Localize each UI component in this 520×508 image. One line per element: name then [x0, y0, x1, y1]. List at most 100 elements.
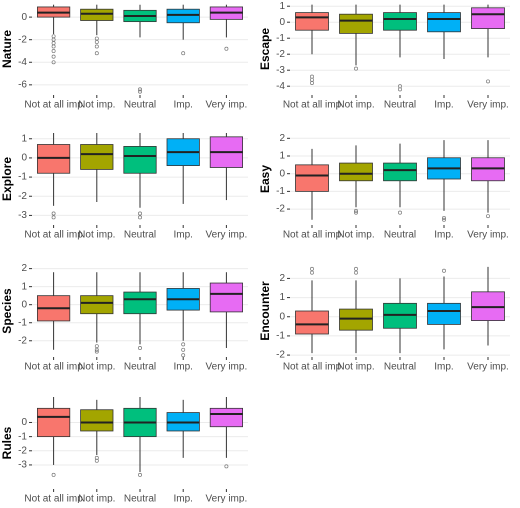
x-tick-label: Neutral — [384, 100, 416, 111]
x-tick-label: Imp. — [434, 362, 453, 373]
box — [383, 162, 417, 182]
box — [80, 295, 114, 315]
outlier — [224, 464, 229, 469]
y-tick-label: 1 — [21, 281, 27, 292]
box — [166, 8, 200, 24]
y-axis-label: Escape — [258, 28, 272, 70]
x-tick-label: Imp. — [173, 494, 192, 503]
x-tick-label: Neutral — [124, 494, 156, 503]
outlier — [51, 60, 56, 65]
outlier — [51, 211, 56, 216]
box — [295, 164, 329, 192]
x-tick-label: Very imp. — [467, 362, 509, 373]
x-tick-label: Not at all imp — [283, 362, 342, 373]
x-tick-label: Imp. — [173, 362, 192, 373]
x-tick-label: Not imp. — [78, 230, 115, 241]
y-axis-label: Nature — [0, 30, 14, 68]
outlier — [138, 346, 142, 350]
x-tick-label: Not imp. — [78, 100, 115, 111]
y-tick-label: 1 — [279, 292, 285, 303]
x-tick-label: Imp. — [173, 100, 192, 111]
y-tick-label: -2 — [18, 34, 27, 45]
box — [471, 7, 505, 29]
x-tick-label: Not at all imp — [24, 494, 83, 503]
x-tick-label: Very imp. — [206, 362, 248, 373]
x-tick-label: Not imp. — [78, 494, 115, 503]
outlier — [51, 472, 56, 477]
y-tick-label: -2 — [276, 204, 285, 215]
y-tick-label: 0 — [21, 417, 27, 428]
box — [427, 12, 461, 33]
y-tick-label: 0 — [21, 299, 27, 310]
box — [123, 291, 157, 315]
outlier — [138, 472, 142, 477]
outlier — [486, 79, 490, 84]
box — [383, 12, 417, 31]
x-tick-label: Very imp. — [467, 230, 509, 241]
y-tick-label: -3 — [18, 210, 27, 221]
x-tick-label: Not at all imp — [24, 100, 83, 111]
outlier — [310, 270, 314, 275]
y-tick-label: 1 — [21, 133, 27, 144]
outlier — [138, 211, 142, 216]
outlier — [94, 455, 99, 460]
outlier — [94, 344, 99, 349]
x-tick-label: Not imp. — [337, 230, 374, 241]
outlier — [224, 46, 229, 51]
y-tick-label: -4 — [18, 57, 27, 68]
y-tick-label: 0 — [279, 168, 285, 179]
outlier — [181, 342, 186, 347]
box — [209, 407, 243, 428]
y-tick-label: -1 — [276, 186, 285, 197]
x-tick-label: Neutral — [384, 230, 416, 241]
y-tick-label: -2 — [18, 445, 27, 456]
outlier — [354, 210, 358, 215]
outlier — [442, 215, 446, 220]
y-tick-label: -2 — [276, 350, 285, 361]
y-tick-label: 2 — [279, 133, 285, 144]
x-tick-label: Neutral — [124, 230, 156, 241]
outlier — [94, 51, 99, 56]
y-tick-label: 0 — [21, 12, 27, 23]
x-tick-label: Neutral — [124, 362, 156, 373]
outlier — [354, 270, 358, 275]
outlier — [94, 39, 99, 44]
box — [339, 13, 373, 34]
outlier — [94, 44, 99, 49]
x-tick-label: Very imp. — [206, 230, 248, 241]
outlier — [442, 217, 446, 222]
outlier — [310, 81, 314, 85]
box — [209, 282, 243, 313]
outlier — [138, 87, 142, 92]
y-axis-label: Explore — [0, 157, 14, 201]
x-tick-label: Very imp. — [467, 100, 509, 111]
y-axis-label: Encounter — [258, 281, 272, 341]
y-tick-label: 1 — [279, 1, 285, 12]
outlier — [51, 44, 56, 49]
outlier — [354, 208, 358, 213]
outlier — [138, 89, 142, 94]
x-tick-label: Imp. — [173, 230, 192, 241]
y-tick-label: -2 — [18, 335, 27, 346]
y-tick-label: -1 — [276, 33, 285, 44]
x-tick-label: Neutral — [124, 100, 156, 111]
y-axis-label: Species — [0, 288, 14, 334]
outlier — [354, 66, 358, 71]
y-tick-label: -6 — [18, 79, 27, 90]
y-tick-label: 0 — [279, 17, 285, 28]
outlier — [138, 215, 142, 220]
outlier — [181, 51, 186, 56]
outlier — [486, 214, 490, 219]
box — [80, 8, 114, 21]
y-tick-label: -1 — [18, 431, 27, 442]
x-tick-label: Imp. — [434, 100, 453, 111]
box — [37, 407, 71, 438]
x-tick-label: Not imp. — [337, 362, 374, 373]
outlier — [310, 266, 314, 271]
outlier — [94, 347, 99, 352]
box — [295, 12, 329, 31]
y-tick-label: -1 — [276, 331, 285, 342]
outlier — [181, 353, 186, 358]
x-tick-label: Neutral — [384, 362, 416, 373]
y-tick-label: 2 — [21, 263, 27, 274]
